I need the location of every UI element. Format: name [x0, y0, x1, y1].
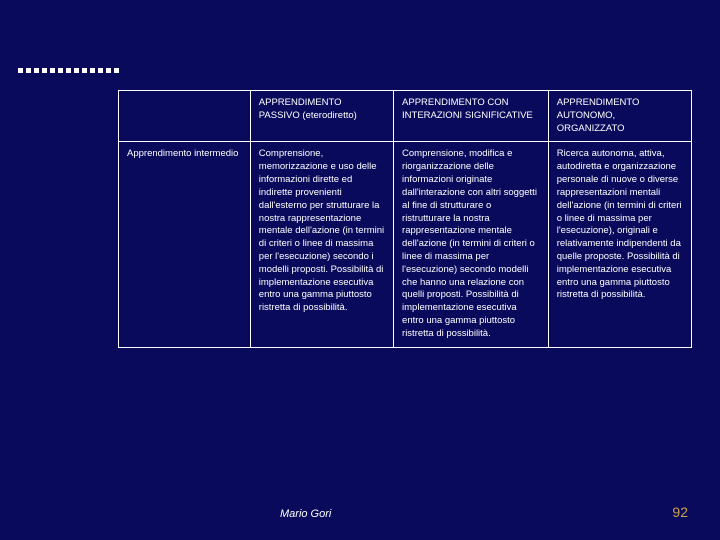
- cell-3: Ricerca autonoma, attiva, autodiretta e …: [548, 142, 691, 347]
- header-empty: [119, 91, 251, 142]
- cell-2: Comprensione, modifica e riorganizzazion…: [394, 142, 549, 347]
- header-col2: APPRENDIMENTO CON INTERAZIONI SIGNIFICAT…: [394, 91, 549, 142]
- table-header-row: APPRENDIMENTO PASSIVO (eterodiretto) APP…: [119, 91, 692, 142]
- author-name: Mario Gori: [280, 508, 331, 520]
- content-table: APPRENDIMENTO PASSIVO (eterodiretto) APP…: [118, 90, 692, 348]
- row-label: Apprendimento intermedio: [119, 142, 251, 347]
- header-col3: APPRENDIMENTO AUTONOMO, ORGANIZZATO: [548, 91, 691, 142]
- table-row: Apprendimento intermedio Comprensione, m…: [119, 142, 692, 347]
- header-col1: APPRENDIMENTO PASSIVO (eterodiretto): [250, 91, 393, 142]
- cell-1: Comprensione, memorizzazione e uso delle…: [250, 142, 393, 347]
- page-number: 92: [672, 504, 688, 520]
- bullet-strip: [18, 68, 119, 73]
